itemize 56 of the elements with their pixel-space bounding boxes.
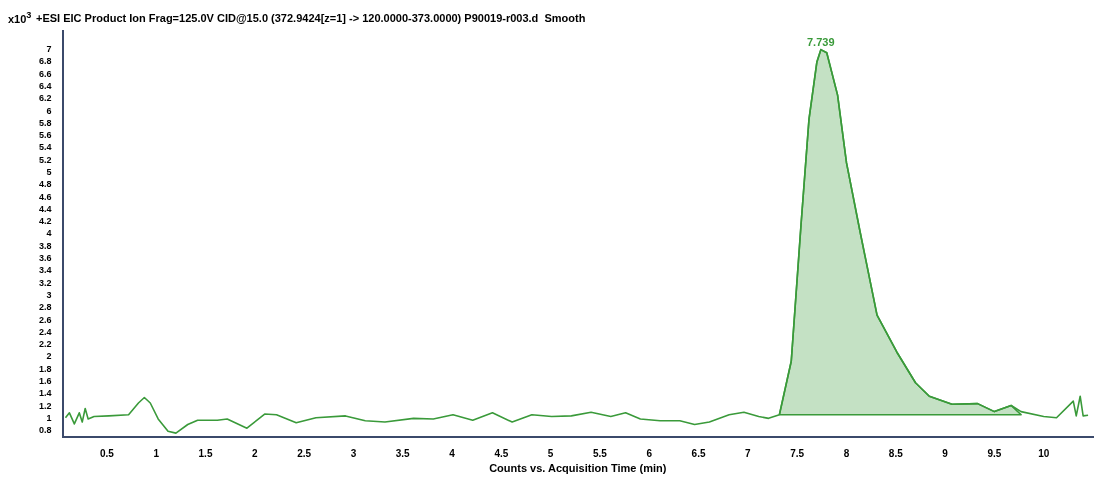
y-tick-label: 4.8	[39, 179, 52, 190]
y-tick-label: 3.6	[39, 253, 52, 264]
y-tick-label: 5	[46, 167, 52, 178]
x-tick-label: 8	[843, 447, 850, 459]
y-tick-label: 2.2	[39, 339, 52, 350]
y-tick-label: 5.8	[39, 117, 52, 128]
y-tick-label: 1.6	[39, 375, 52, 386]
y-tick-label: 4.4	[39, 203, 52, 214]
y-tick-label: 3.8	[39, 240, 52, 251]
x-tick-label: 3.5	[395, 447, 411, 459]
x-axis-title: Counts vs. Acquisition Time (min)	[489, 462, 667, 475]
y-tick-label: 4.6	[39, 191, 52, 202]
y-tick-label: 2.8	[39, 302, 52, 313]
x-tick-label: 8.5	[888, 447, 904, 459]
x-tick-label: 5.5	[592, 447, 608, 459]
x-tick-label: 1.5	[198, 447, 213, 459]
y-tick-label: 3	[46, 289, 52, 300]
y-tick-label: 0.8	[39, 425, 52, 436]
y-tick-label: 5.4	[39, 142, 52, 153]
y-tick-label: 4.2	[39, 216, 52, 227]
y-tick-label: 1	[46, 412, 52, 423]
y-tick-label: 2	[46, 351, 52, 362]
annotation: 7.739	[806, 36, 835, 49]
x-tick-label: 2.5	[297, 447, 312, 459]
x-tick-label: 7.5	[790, 447, 805, 459]
y-tick-label: 4	[46, 228, 52, 239]
y-tick-label: 3.4	[39, 265, 52, 276]
x-tick-label: 9	[942, 447, 949, 459]
y-tick-label: 1.2	[39, 400, 52, 411]
y-tick-label: 1.8	[39, 363, 52, 374]
y-tick-label: 1.4	[39, 388, 52, 399]
y-tick-label: 5.6	[39, 130, 52, 141]
y-axis-title: x10$^{3}$	[8, 10, 32, 25]
x-tick-label: 7	[745, 447, 752, 459]
y-tick-label: 2.4	[39, 326, 52, 337]
y-tick-label: 7	[46, 44, 52, 55]
x-tick-label: 2	[252, 447, 259, 459]
y-tick-label: 2.6	[39, 314, 52, 325]
chart-title: +ESI EIC Product Ion Frag=125.0V CID@15.0 (372.9424[z=1] -> 120.0000-373.0000) P90019-r003.d Smooth	[36, 11, 586, 24]
y-tick-label: 6.8	[39, 56, 52, 67]
x-tick-label: 10	[1038, 447, 1050, 459]
x-tick-label: 3	[350, 447, 357, 459]
y-tick-label: 6	[46, 105, 52, 116]
x-tick-label: 0.5	[99, 447, 115, 459]
y-tick-label: 6.4	[39, 80, 52, 91]
x-tick-label: 5	[547, 447, 554, 459]
x-tick-label: 4	[449, 447, 456, 459]
y-tick-label: 3.2	[39, 277, 52, 288]
x-tick-label: 6	[646, 447, 653, 459]
x-tick-label: 1	[153, 447, 160, 459]
y-tick-label: 6.2	[39, 93, 52, 104]
x-tick-label: 9.5	[987, 447, 1002, 459]
y-tick-label: 5.2	[39, 154, 52, 165]
x-tick-label: 6.5	[691, 447, 706, 459]
y-tick-label: 6.6	[39, 68, 52, 79]
x-tick-label: 4.5	[494, 447, 509, 459]
